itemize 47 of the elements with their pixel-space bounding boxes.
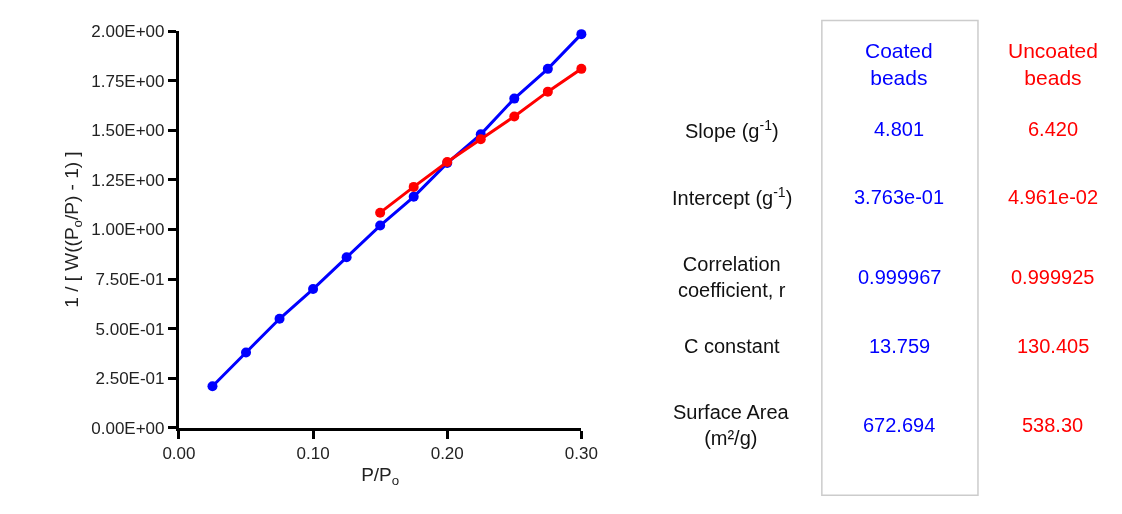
point — [308, 284, 319, 295]
legend-label: Coated beads — [865, 39, 933, 90]
legend-label: Uncoated beads — [1008, 39, 1098, 90]
y-tick-label: 2.50E-01 — [95, 369, 165, 389]
point — [408, 181, 419, 192]
point — [509, 93, 520, 104]
data-label: 538.30 — [1022, 414, 1084, 436]
x-tick-label: 0.10 — [296, 444, 330, 464]
point — [542, 86, 553, 97]
point — [375, 220, 386, 231]
y-tick-label: 1.25E+00 — [91, 170, 165, 190]
y-tick-label: 1.00E+00 — [91, 220, 165, 240]
y-tick-label: 7.50E-01 — [95, 270, 165, 290]
data-label: 0.999967 — [858, 266, 942, 288]
point — [408, 191, 419, 202]
point — [576, 29, 587, 40]
category-label: Correlation coefficient, r — [678, 253, 786, 301]
data-label: 672.694 — [863, 414, 936, 436]
category-label: Slope (g$^{-1}$) — [685, 117, 779, 143]
point — [274, 313, 285, 324]
data-label: 4.801 — [874, 118, 925, 140]
point — [475, 134, 486, 145]
data-label: 13.759 — [869, 335, 931, 357]
point — [576, 63, 587, 74]
point — [375, 207, 386, 218]
point — [542, 63, 553, 74]
category-label: Intercept (g$^{-1}$) — [672, 184, 793, 210]
y-tick-label: 1.50E+00 — [91, 121, 165, 141]
x-tick-label: 0.00 — [162, 444, 196, 464]
data-label: 4.961e-02 — [1008, 186, 1099, 208]
point — [207, 381, 218, 392]
y-tick-label: 5.00E-01 — [95, 319, 165, 339]
point — [341, 252, 352, 263]
category-label: C constant — [684, 335, 781, 357]
x-axis-title: P/P$_{o}$ — [361, 464, 400, 489]
category-label: Surface Area (m²/g) — [673, 401, 790, 449]
data-label: 130.405 — [1017, 335, 1090, 357]
x-tick-label: 0.30 — [564, 444, 598, 464]
x-tick-label: 0.20 — [430, 444, 464, 464]
data-label: 0.999925 — [1011, 266, 1095, 288]
y-tick-label: 2.00E+00 — [91, 22, 165, 42]
data-label: 6.420 — [1028, 118, 1079, 140]
data-label: 3.763e-01 — [854, 186, 945, 208]
y-tick-label: 0.00E+00 — [91, 418, 165, 438]
point — [241, 347, 252, 358]
point — [509, 111, 520, 122]
y-tick-label: 1.75E+00 — [91, 71, 165, 91]
